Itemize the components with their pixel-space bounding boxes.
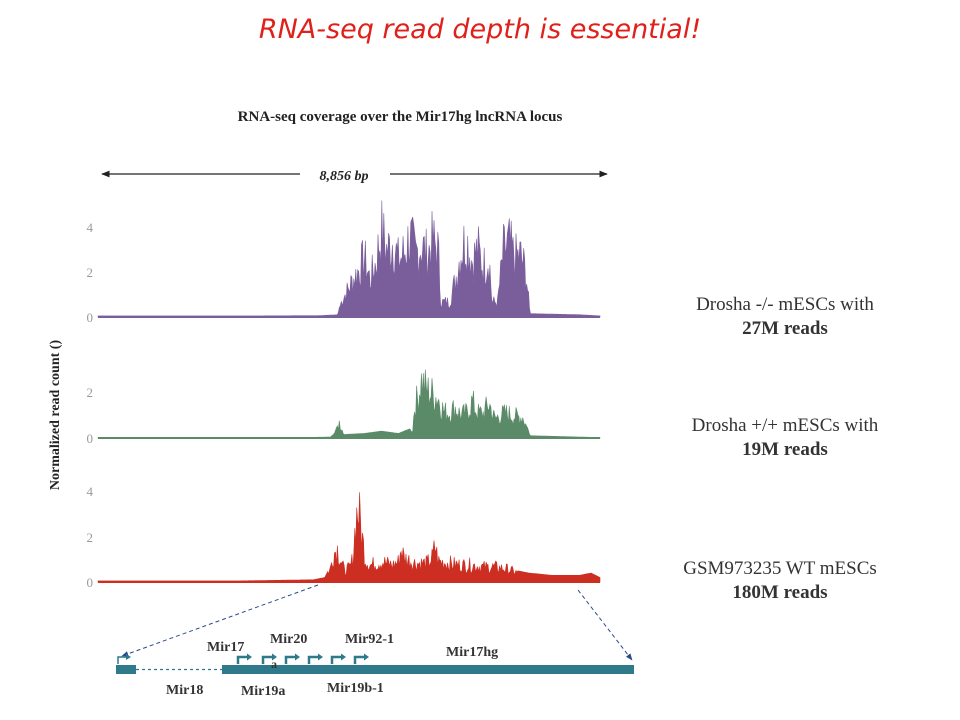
track-label-drosha-wt-line1: Drosha +/+ mESCs with [691, 415, 879, 436]
track-label-drosha-wt: Drosha +/+ mESCs with 19M reads [650, 414, 920, 462]
zoom-connector-right [577, 589, 633, 661]
mir20-label: Mir20 [270, 632, 307, 647]
mirna-arrows [236, 653, 369, 664]
gene-exon-main [222, 665, 634, 674]
mir19a-label: Mir19a [241, 684, 285, 699]
y-tick-label: 0 [87, 575, 94, 590]
gene-model: Mir17 a Mir20 Mir92-1 Mir17hg Mir18 Mir1… [116, 632, 634, 699]
mirna-arrow-head-3 [295, 653, 300, 661]
mirna-arrow-4 [307, 655, 319, 664]
track-label-gsm-line1: GSM973235 WT mESCs [683, 558, 877, 579]
mir17-label: Mir17 [207, 640, 244, 655]
tss-arrow-left [117, 656, 127, 664]
track-label-gsm: GSM973235 WT mESCs 180M reads [645, 557, 915, 605]
track-label-drosha-ko-line1: Drosha -/- mESCs with [696, 294, 874, 315]
coverage-area [97, 369, 601, 439]
coverage-track-1: 4 2 0 [87, 200, 601, 325]
slide-title: RNA-seq read depth is essential! [258, 14, 702, 45]
y-tick-label: 2 [87, 530, 94, 545]
mirna-arrow-6 [353, 655, 365, 664]
mirna-arrow-head-2 [272, 653, 277, 661]
mir18-label: Mir18 [166, 683, 203, 698]
coverage-track-2: 20 [87, 369, 601, 446]
span-label: 8,856 bp [320, 169, 369, 184]
chart-title: RNA-seq coverage over the Mir17hg lncRNA… [237, 109, 563, 125]
coverage-area [97, 492, 601, 583]
coverage-area [97, 200, 601, 318]
y-tick-label: 2 [87, 385, 94, 400]
mirna-arrow-head-4 [318, 653, 323, 661]
mirna-arrow-head-5 [341, 653, 346, 661]
y-tick-label: 0 [87, 310, 94, 325]
mirna-arrow-head-6 [364, 653, 369, 661]
mir92-label: Mir92-1 [345, 632, 394, 647]
mir17hg-label: Mir17hg [446, 645, 498, 660]
gene-exon-left [116, 665, 136, 674]
y-tick-label: 4 [87, 220, 94, 235]
track-label-gsm-line2: 180M reads [732, 582, 828, 603]
mirna-arrow-2 [261, 655, 273, 664]
y-tick-label: 4 [87, 484, 94, 499]
track-label-drosha-ko: Drosha -/- mESCs with 27M reads [650, 293, 920, 341]
y-tick-label: 0 [87, 431, 94, 446]
tss-arrow-left-head [126, 654, 131, 660]
mirna-arrow-head-1 [247, 653, 252, 661]
track-label-drosha-wt-line2: 19M reads [742, 439, 828, 460]
coverage-track-3: 4 2 0 [87, 484, 601, 590]
mirna-arrow-5 [330, 655, 342, 664]
track-label-drosha-ko-line2: 27M reads [742, 318, 828, 339]
mir19b-label: Mir19b-1 [327, 681, 384, 696]
y-tick-label: 2 [87, 265, 94, 280]
mirna-arrow-3 [284, 655, 296, 664]
mir17-suffix-label: a [271, 657, 277, 671]
mirna-arrow-1 [236, 655, 248, 664]
